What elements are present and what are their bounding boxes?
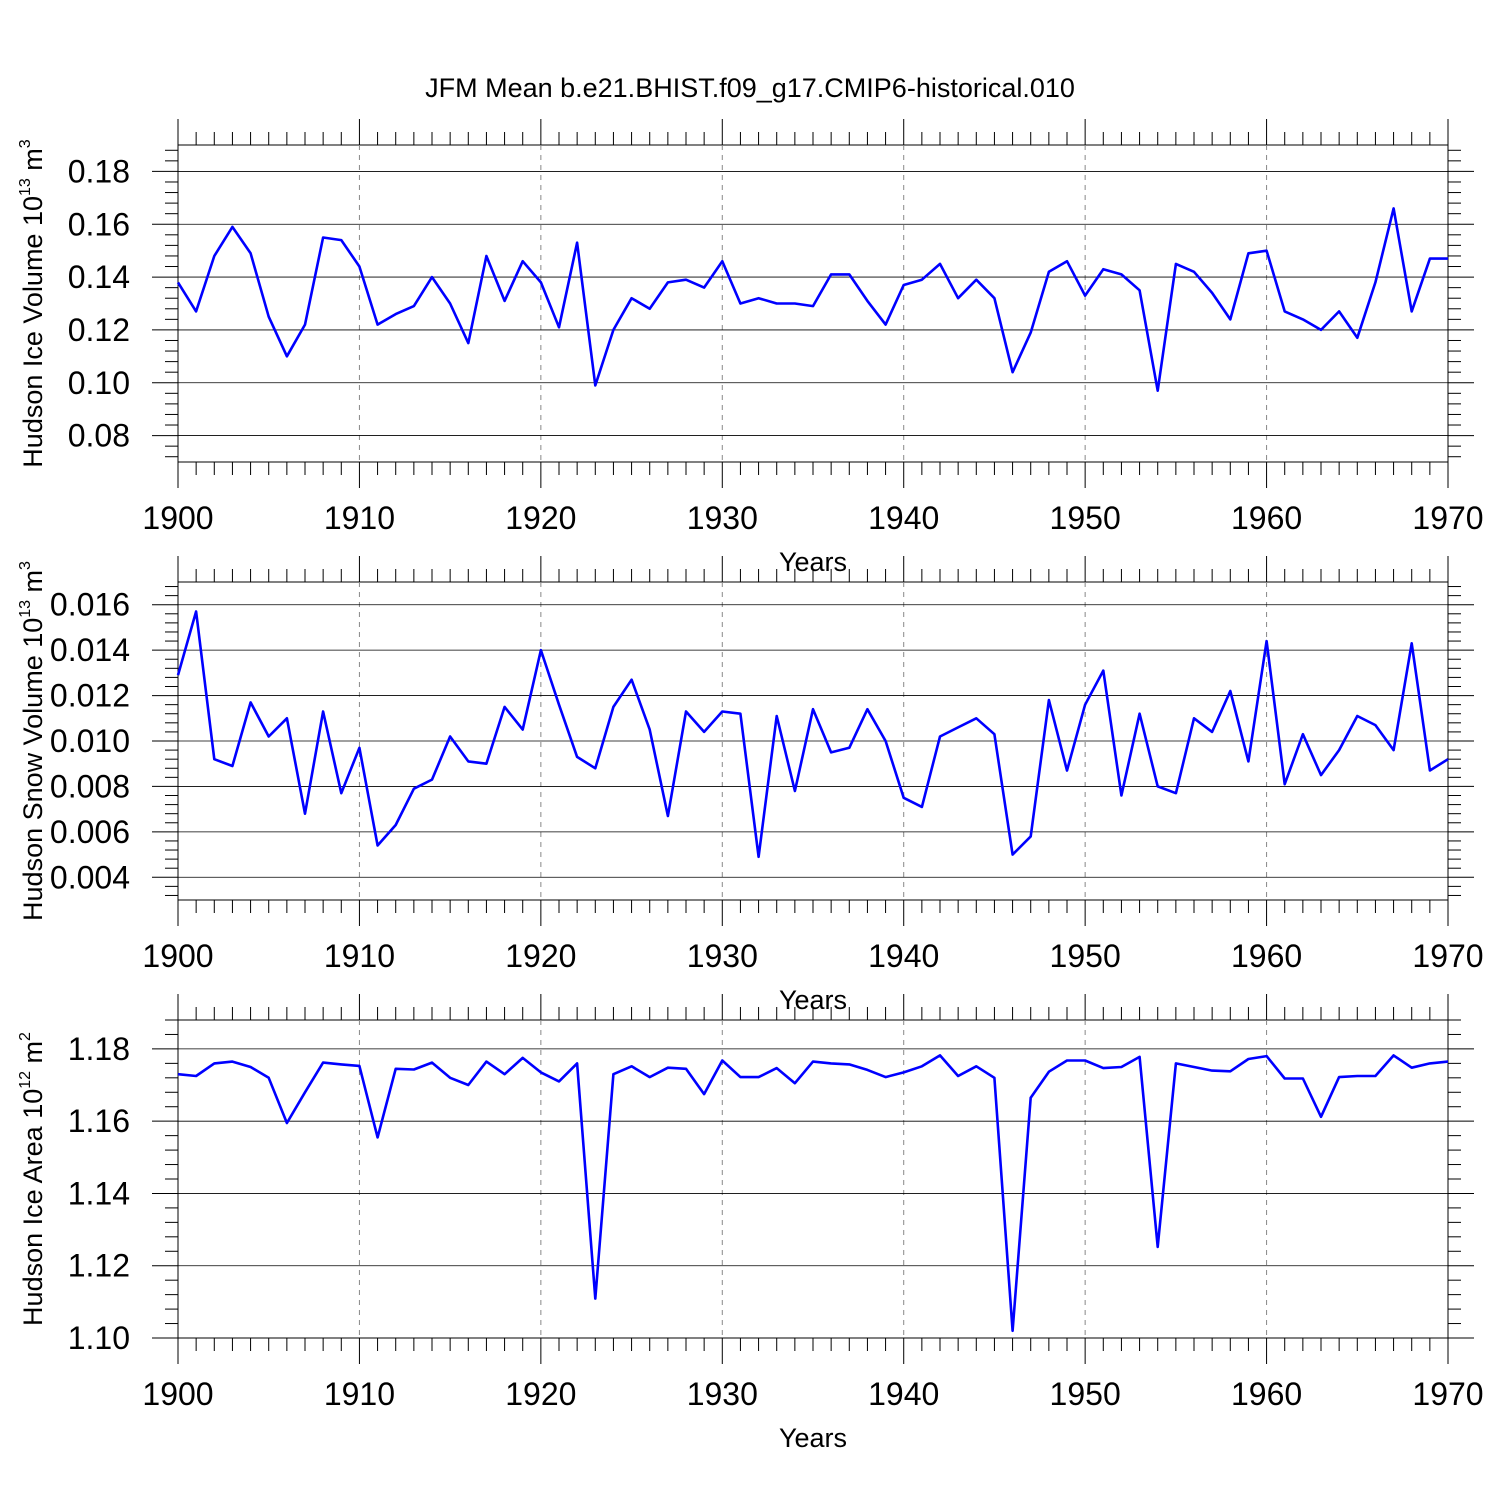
y-tick-label: 1.16 bbox=[68, 1103, 130, 1139]
y-tick-label: 0.16 bbox=[68, 206, 130, 242]
x-tick-label: 1950 bbox=[1050, 500, 1121, 536]
chart-title: JFM Mean b.e21.BHIST.f09_g17.CMIP6-histo… bbox=[425, 73, 1075, 103]
y-tick-label: 0.012 bbox=[50, 678, 130, 714]
x-tick-label: 1910 bbox=[324, 1376, 395, 1412]
series-line bbox=[176, 610, 1449, 859]
x-tick-label: 1930 bbox=[687, 938, 758, 974]
x-tick-label: 1950 bbox=[1050, 938, 1121, 974]
y-tick-label: 0.18 bbox=[68, 153, 130, 189]
y-tick-label: 0.12 bbox=[68, 312, 130, 348]
series-line bbox=[176, 207, 1448, 393]
y-axis-title: Hudson Ice Volume 1013 m3 bbox=[17, 139, 48, 467]
x-tick-label: 1900 bbox=[142, 500, 213, 536]
panel-ice-area: 1900 1910 1920 1930 1940 1950 1960 1970 1.10 1.12… bbox=[17, 994, 1484, 1453]
x-tick-label: 1960 bbox=[1231, 1376, 1302, 1412]
x-tick-label: 1960 bbox=[1231, 500, 1302, 536]
x-tick-label: 1930 bbox=[687, 1376, 758, 1412]
y-tick-label: 1.14 bbox=[68, 1175, 130, 1211]
x-tick-label: 1970 bbox=[1412, 1376, 1483, 1412]
y-tick-label: 0.004 bbox=[50, 859, 130, 895]
y-tick-label: 1.18 bbox=[68, 1031, 130, 1067]
x-tick-label: 1920 bbox=[505, 500, 576, 536]
y-tick-label: 0.016 bbox=[50, 587, 130, 623]
series-line bbox=[177, 1054, 1449, 1333]
y-tick-label: 1.10 bbox=[68, 1320, 130, 1356]
y-axis-title: Hudson Ice Area 1012 m2 bbox=[17, 1032, 48, 1326]
x-tick-label: 1910 bbox=[324, 500, 395, 536]
y-tick-label: 0.008 bbox=[50, 768, 130, 804]
y-tick-label: 0.14 bbox=[68, 259, 130, 295]
x-tick-label: 1910 bbox=[324, 938, 395, 974]
y-tick-label: 1.12 bbox=[68, 1248, 130, 1284]
x-tick-label: 1920 bbox=[505, 938, 576, 974]
x-tick-label: 1970 bbox=[1412, 500, 1483, 536]
y-tick-label: 0.10 bbox=[68, 365, 130, 401]
y-tick-label: 0.08 bbox=[68, 418, 130, 454]
x-tick-label: 1900 bbox=[142, 1376, 213, 1412]
x-tick-label: 1940 bbox=[868, 500, 939, 536]
panel-ice-volume: 1900 1910 1920 1930 1940 1950 1960 1970 0.08 0.10… bbox=[17, 119, 1484, 577]
x-tick-label: 1970 bbox=[1412, 938, 1483, 974]
y-axis-title: Hudson Snow Volume 1013 m3 bbox=[17, 561, 48, 921]
panel-snow-volume: 1900 1910 1920 1930 1940 1950 1960 1970 0.004 0.0… bbox=[17, 556, 1484, 1015]
x-tick-label: 1930 bbox=[687, 500, 758, 536]
x-axis-title: Years bbox=[779, 1423, 847, 1453]
x-tick-label: 1950 bbox=[1050, 1376, 1121, 1412]
x-tick-label: 1920 bbox=[505, 1376, 576, 1412]
x-tick-label: 1940 bbox=[868, 1376, 939, 1412]
y-tick-label: 0.014 bbox=[50, 632, 130, 668]
x-tick-label: 1900 bbox=[142, 938, 213, 974]
plot-frame bbox=[177, 1019, 1449, 1339]
y-tick-label: 0.006 bbox=[50, 814, 130, 850]
y-tick-label: 0.010 bbox=[50, 723, 130, 759]
x-tick-label: 1940 bbox=[868, 938, 939, 974]
x-tick-label: 1960 bbox=[1231, 938, 1302, 974]
